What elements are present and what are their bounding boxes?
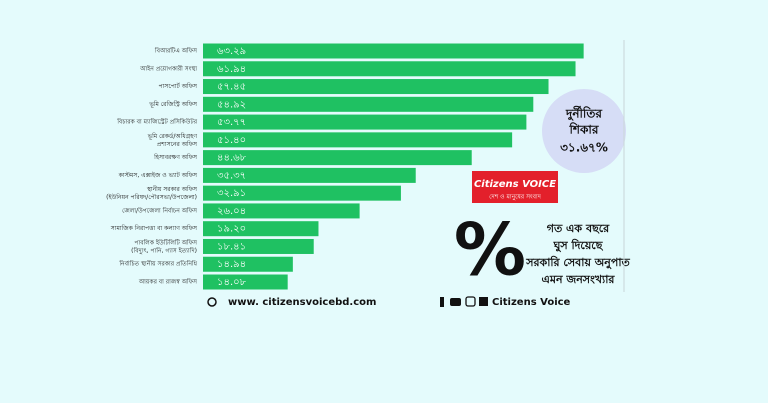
brand: Citizens Voice: [492, 297, 571, 308]
web-icon: [207, 297, 217, 307]
value-label: ১৪.৯৪: [217, 259, 246, 270]
bar: [203, 79, 549, 95]
logo-name: Citizens VOICE: [474, 179, 556, 190]
value-label: ১৯.২০: [217, 224, 246, 235]
logo-box: [472, 171, 558, 203]
value-label: ১৮.৪১: [217, 241, 246, 252]
social-icons: [440, 296, 488, 307]
category-label: পাসপোর্ট অফিস: [159, 82, 198, 90]
bar: [203, 256, 293, 272]
value-label: ১৪.০৮: [217, 277, 247, 288]
bar: [203, 167, 416, 183]
value-label: ৩৫.৩৭: [217, 170, 246, 181]
badge-text: দুর্নীতির: [565, 106, 602, 123]
category-label: পাবলিক ইউটিলিটি অফিস (বিদ্যুৎ, পানি, গ্যা…: [131, 238, 198, 254]
category-label: ভূমি রেজিস্ট্রি অফিস: [148, 101, 198, 108]
note-text: সরকারি সেবায় অনুপাত: [525, 255, 630, 270]
bar: [203, 114, 527, 130]
category-label: আইন প্রয়োগকারী সংস্থা: [139, 64, 197, 72]
value-label: ৪৪.৬৮: [217, 153, 247, 164]
category-label: বিচারক বা ম্যাজিস্ট্রেট প্রসিকিউটর: [116, 118, 197, 126]
category-label: জেলা/উপজেলা নির্বাচন অফিস: [122, 206, 198, 214]
note-text: ঘুস দিয়েছে: [553, 238, 604, 253]
value-label: ৬১.৯৪: [217, 64, 246, 75]
bar: [203, 43, 584, 59]
website: www. citizensvoicebd.com: [228, 297, 376, 308]
bar: [203, 238, 314, 254]
bar: [203, 274, 288, 290]
bar: [203, 96, 534, 112]
value-label: ৫৭.৪৫: [217, 82, 246, 93]
logo-tagline: দেশ ও মানুষের সংবাদ: [489, 194, 542, 201]
badge-circle: [542, 89, 626, 173]
bar: [203, 150, 472, 166]
bar: [203, 132, 513, 148]
value-label: ৫৪.৯২: [217, 99, 246, 110]
bar: [203, 221, 319, 237]
note-text: এমন জনসংখ্যার: [542, 273, 616, 286]
value-label: ৫১.৪০: [217, 135, 246, 146]
badge-text: শিকার: [568, 122, 598, 137]
category-label: নির্বাচিত স্থানীয় সরকার প্রতিনিধি: [118, 260, 197, 268]
category-label: হিসাবরক্ষণ অফিস: [153, 154, 198, 161]
percent-symbol: %: [454, 208, 526, 292]
bar: [203, 61, 576, 77]
value-label: ৩২.৯১: [217, 188, 246, 199]
category-label: আয়কর বা রাজস্ব অফিস: [138, 279, 198, 286]
bar: [203, 203, 360, 219]
value-label: ২৬.০৪: [217, 206, 246, 217]
category-label: স্থানীয় সরকার অফিস (ইউনিয়ন পরিষদ/পৌরসভা…: [106, 185, 198, 201]
note-text: গত এক বছরে: [547, 222, 610, 235]
value-label: ৫৩.৭৭: [217, 117, 246, 128]
bar: [203, 185, 401, 201]
category-label: ভূমি রেকর্ড/অধিগ্রহণ প্রশাসনের অফিস: [147, 132, 198, 147]
value-label: ৬৩.২৯: [217, 46, 246, 57]
category-label: কাস্টমস, এক্সাইজ ও ভ্যাট অফিস: [118, 171, 198, 179]
category-label: বিআরটিএ অফিস: [154, 47, 198, 55]
category-label: সামাজিক নিরাপত্তা বা কল্যাণ অফিস: [110, 225, 198, 232]
badge-text: ৩১.৬৭%: [560, 141, 608, 155]
